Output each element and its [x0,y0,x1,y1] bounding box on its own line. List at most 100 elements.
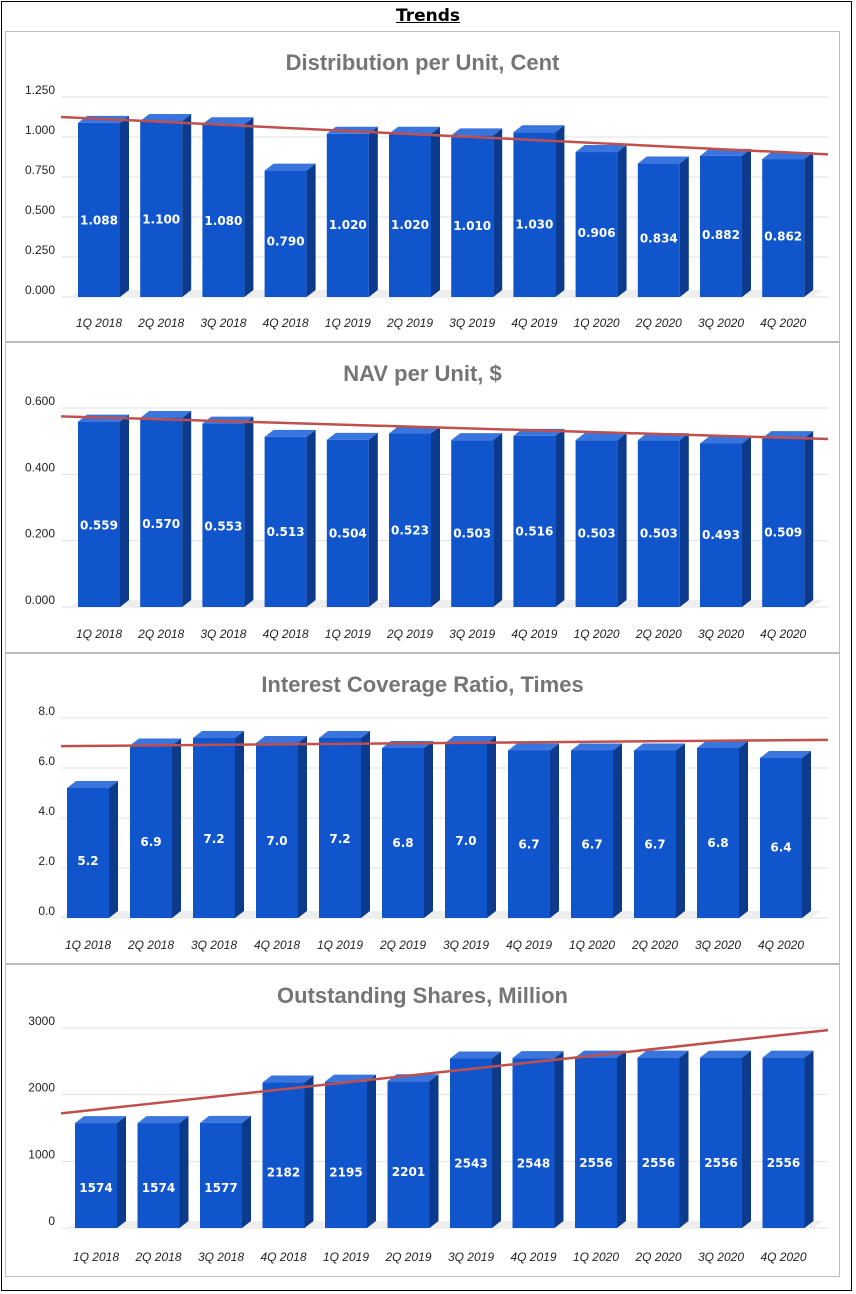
y-tick-label: 1.250 [25,83,55,97]
x-tick-label: 2Q 2019 [386,627,433,641]
bar-side [242,1115,251,1228]
bar-front [637,440,680,607]
data-label: 2556 [767,1156,800,1170]
bar [389,126,440,297]
bar [575,1050,626,1228]
bar-side [742,148,751,297]
x-tick-label: 2Q 2020 [631,938,678,952]
bar-front [389,433,431,607]
bar-side [487,736,496,918]
data-label: 6.8 [707,836,728,850]
x-tick-label: 2Q 2019 [384,1250,431,1264]
bar-side [617,433,627,607]
x-tick-label: 4Q 2019 [510,1250,556,1264]
bar-side [429,1074,439,1228]
y-tick-label: 0.000 [25,283,55,297]
data-label: 1577 [204,1181,237,1195]
bar [202,117,254,297]
bar-front [67,788,109,918]
x-tick-label: 3Q 2018 [200,316,246,330]
bar-top [637,156,689,164]
bar [78,414,129,607]
chart-title: NAV per Unit, $ [343,361,502,386]
bar-top [200,1115,251,1123]
data-label: 1.020 [329,218,367,232]
data-label: 1.080 [204,214,242,228]
trend-line [60,1028,829,1115]
data-label: 1.088 [80,213,118,227]
bar-front [451,135,494,297]
data-label: 2201 [392,1165,425,1179]
bar-front [78,421,120,607]
x-tick-label: 1Q 2018 [76,316,122,330]
data-label: 0.509 [764,526,802,540]
data-label: 0.503 [453,527,491,541]
bar [508,743,559,918]
data-label: 1574 [79,1181,112,1195]
bar-front [130,745,172,918]
x-tick-label: 1Q 2019 [325,627,371,641]
bar-side [182,114,192,297]
bar-side [802,751,811,918]
bar-top [140,114,192,121]
bar-top [262,1075,314,1083]
bar [200,1115,251,1228]
data-label: 5.2 [77,854,98,868]
y-tick-label: 2.0 [38,854,55,868]
nav-chart-panel: NAV per Unit, $ 0.000 0.200 0.400 0.600 0.559… [5,342,840,653]
bar-top [575,145,627,153]
data-label: 6.4 [770,841,791,855]
x-tick-label: 4Q 2020 [760,316,806,330]
bar-side [244,416,254,607]
bar-front [762,438,805,607]
bar-top [450,1051,501,1059]
bar-front [319,738,361,918]
x-tick-label: 2Q 2020 [635,627,682,641]
x-tick-label: 2Q 2018 [127,938,174,952]
bar [78,115,129,297]
bar [67,781,118,918]
y-tick-label: 8.0 [38,704,55,718]
data-label: 0.570 [142,517,180,531]
chart-title: Outstanding Shares, Million [277,983,568,1008]
bar-front [700,155,742,297]
x-tick-label: 1Q 2020 [574,316,620,330]
bar-top [451,128,503,136]
data-label: 2195 [329,1165,362,1179]
bar-front [140,417,183,607]
bar [637,433,689,607]
y-tick-label: 0.250 [25,243,55,257]
data-label: 0.882 [702,228,740,242]
bar-side [298,736,307,918]
distribution-chart-panel: Distribution per Unit, Cent 0.000 0.250 0.5… [5,31,840,342]
bar-side [120,115,129,297]
y-tick-label: 4.0 [38,804,55,818]
distribution-chart: Distribution per Unit, Cent 0.000 0.250 0.5… [25,50,829,330]
data-label: 2182 [267,1166,300,1180]
bar-front [508,750,550,918]
bar [637,156,689,297]
bar-top [140,410,192,418]
bar-side [617,145,627,297]
bar-front [78,122,120,297]
bar [571,743,622,918]
x-tick-label: 4Q 2018 [263,316,309,330]
bar-front [513,435,556,607]
data-label: 2543 [454,1157,487,1171]
x-tick-label: 4Q 2020 [760,627,806,641]
x-tick-label: 3Q 2019 [443,938,489,952]
x-tick-label: 1Q 2018 [73,1250,119,1264]
bar [130,738,181,918]
bar-front [140,121,183,297]
bar [762,152,814,297]
bar-front [445,743,487,918]
bar-side [493,128,503,297]
bar [762,1050,814,1228]
bar [193,731,244,918]
bar-front [700,443,742,607]
bar-front [389,133,431,297]
y-tick-label: 0.600 [25,394,55,408]
bar-side [172,738,181,918]
x-tick-label: 3Q 2018 [198,1250,244,1264]
bar-side [676,743,685,918]
